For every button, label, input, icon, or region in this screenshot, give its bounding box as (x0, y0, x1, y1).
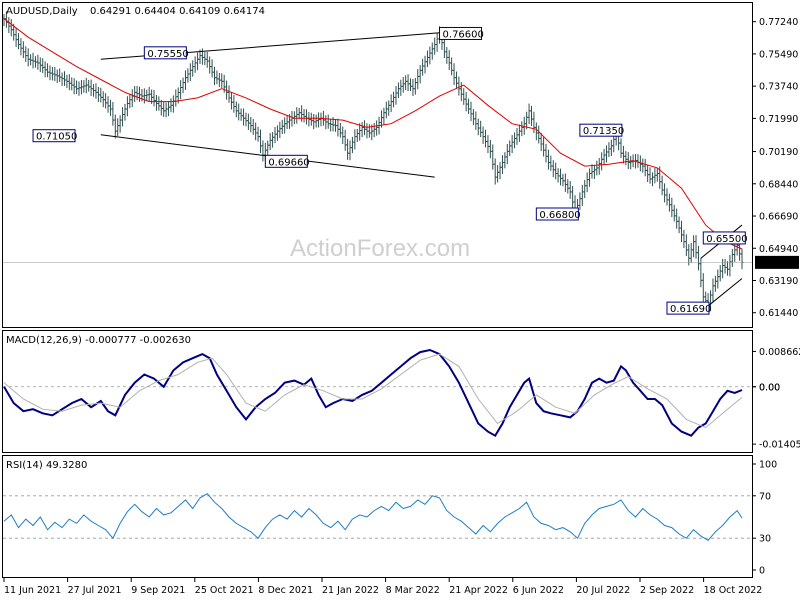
level-label-text: 0.66800 (539, 210, 580, 221)
price-y-tick-label: 0.64940 (759, 244, 798, 255)
level-label: 0.71350 (579, 123, 624, 137)
price-panel-frame (2, 2, 753, 328)
price-y-tick-label: 0.75490 (759, 49, 798, 60)
level-label-text: 0.71050 (36, 132, 77, 143)
price-y-tick-label: 0.66690 (759, 212, 798, 223)
level-label-text: 0.69660 (268, 157, 309, 168)
macd-title: MACD(12,26,9) -0.000777 -0.002630 (6, 335, 191, 346)
price-y-tick-label: 0.61440 (759, 308, 798, 319)
level-label-box (32, 129, 76, 143)
level-label-text: 0.65500 (706, 234, 747, 245)
rsi-y-tick-label: 100 (759, 460, 777, 471)
x-tick-label: 21 Jan 2022 (322, 585, 379, 596)
level-label-box (439, 26, 483, 40)
price-y-tick-label: 0.71990 (759, 114, 798, 125)
rsi-panel-frame (2, 455, 753, 578)
level-label-box (143, 46, 187, 60)
x-tick-label: 2 Sep 2022 (640, 585, 694, 596)
axis-layer: 0.77240 0.75490 0.73740 0.71990 0.70190 0.684… (3, 17, 800, 596)
price-y-tick-label: 0.77240 (759, 17, 798, 28)
x-tick-label: 25 Oct 2021 (195, 585, 254, 596)
rsi-y-tick-label: 70 (759, 491, 771, 502)
moving-average-line (3, 18, 743, 250)
x-tick-label: 27 Jul 2021 (68, 585, 122, 596)
level-label-text: 0.61690 (670, 304, 711, 315)
macd-y-tick-label: -0.014055 (759, 440, 800, 451)
x-tick-label: 8 Mar 2022 (386, 585, 440, 596)
level-label: 0.65500 (702, 231, 748, 245)
rsi-y-tick-label: 30 (759, 534, 771, 545)
x-tick-label: 18 Oct 2022 (704, 585, 763, 596)
x-tick-label: 6 Jun 2022 (513, 585, 564, 596)
level-label-box (579, 123, 623, 137)
x-tick-label: 20 Jul 2022 (576, 585, 630, 596)
rsi-y-tick-label: 0 (759, 566, 765, 577)
level-label: 0.75550 (143, 46, 189, 60)
level-label-text: 0.76600 (443, 29, 484, 40)
level-label-box (264, 154, 308, 168)
price-layer: 0.75550 0.76600 0.71050 0.69660 0.66800 0.713… (2, 11, 752, 315)
x-tick-label: 21 Apr 2022 (449, 585, 508, 596)
watermark: ActionForex.com (290, 235, 470, 262)
price-ohlc-readout: 0.64291 0.64404 0.64109 0.64174 (90, 6, 265, 17)
level-label: 0.71050 (32, 129, 77, 143)
rsi-layer (3, 493, 752, 541)
trendline (705, 278, 743, 309)
level-label-box (702, 231, 746, 245)
x-tick-label: 8 Dec 2021 (258, 585, 313, 596)
level-label: 0.61690 (666, 301, 711, 315)
price-y-tick-label: 0.70190 (759, 147, 798, 158)
price-y-tick-label: 0.68440 (759, 179, 798, 190)
level-label-box (666, 301, 710, 315)
current-price-tag (755, 255, 799, 269)
macd-y-tick-label: 0.008662 (759, 347, 800, 358)
level-label: 0.69660 (264, 154, 310, 168)
x-tick-label: 11 Jun 2021 (4, 585, 61, 596)
x-tick-label: 9 Sep 2021 (131, 585, 185, 596)
macd-y-tick-label: 0.00 (759, 382, 780, 393)
price-y-tick-label: 0.63190 (759, 276, 798, 287)
level-label: 0.66800 (535, 207, 581, 221)
level-label-box (535, 207, 579, 221)
macd-y-tick-label: 0.00 (759, 382, 780, 393)
level-label-text: 0.75550 (147, 49, 188, 60)
level-label-text: 0.71350 (583, 126, 624, 137)
level-label: 0.76600 (439, 26, 484, 40)
price-chart-title: AUDUSD,Daily (6, 6, 78, 17)
macd-signal-line (3, 353, 743, 429)
rsi-title: RSI(14) 49.3280 (6, 460, 87, 471)
rsi-line (3, 493, 743, 541)
current-price-tag-label: 0.64174 (758, 258, 797, 269)
price-y-tick-label: 0.73740 (759, 82, 798, 93)
macd-layer (3, 348, 752, 438)
